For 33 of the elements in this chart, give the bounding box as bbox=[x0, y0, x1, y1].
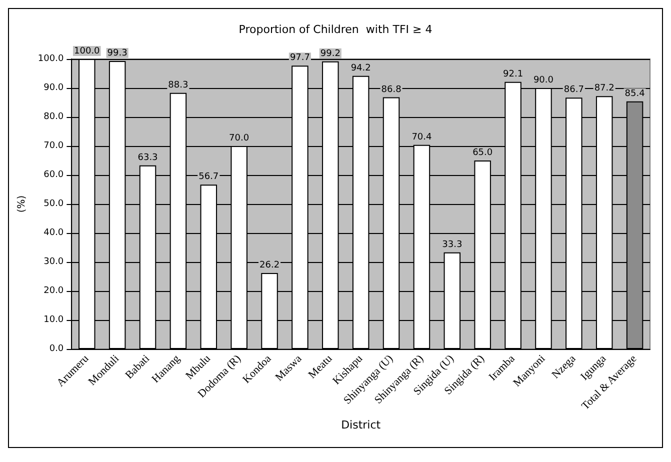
y-tick-label: 100.0 bbox=[38, 54, 64, 64]
data-label: 87.2 bbox=[594, 84, 614, 94]
data-label: 86.8 bbox=[381, 84, 402, 95]
y-tick-label: 10.0 bbox=[44, 315, 64, 325]
chart-title: Proportion of Children with TFI ≥ 4 bbox=[238, 23, 432, 36]
data-label: 97.7 bbox=[290, 53, 310, 64]
y-tick-label: 50.0 bbox=[44, 199, 64, 209]
y-axis-title: (%) bbox=[16, 195, 28, 213]
y-tick-label: 60.0 bbox=[44, 170, 64, 180]
y-tick-label: 80.0 bbox=[44, 112, 64, 122]
data-label: 86.7 bbox=[564, 85, 584, 96]
data-label: 26.2 bbox=[259, 260, 280, 271]
x-axis-title: District bbox=[341, 418, 382, 432]
data-label: 100.0 bbox=[74, 46, 100, 56]
y-tick-label: 40.0 bbox=[44, 228, 64, 238]
y-tick-label: 70.0 bbox=[44, 141, 64, 151]
data-label: 94.2 bbox=[350, 63, 371, 74]
data-label: 90.0 bbox=[533, 76, 554, 86]
y-tick-label: 0.0 bbox=[49, 344, 64, 354]
y-tick-label: 20.0 bbox=[44, 286, 64, 296]
data-label: 85.4 bbox=[624, 88, 646, 99]
data-label: 56.7 bbox=[198, 172, 219, 182]
data-label: 70.4 bbox=[412, 132, 432, 142]
y-tick-label: 90.0 bbox=[44, 83, 64, 93]
data-label: 33.3 bbox=[442, 240, 462, 250]
y-tick-label: 30.0 bbox=[44, 257, 64, 267]
data-label: 65.0 bbox=[472, 148, 493, 158]
data-label: 99.2 bbox=[320, 48, 340, 59]
data-label: 63.3 bbox=[138, 152, 158, 163]
data-label: 88.3 bbox=[168, 80, 188, 90]
data-label: 99.3 bbox=[107, 48, 128, 59]
data-label: 70.0 bbox=[229, 134, 250, 144]
data-label: 92.1 bbox=[503, 69, 524, 80]
